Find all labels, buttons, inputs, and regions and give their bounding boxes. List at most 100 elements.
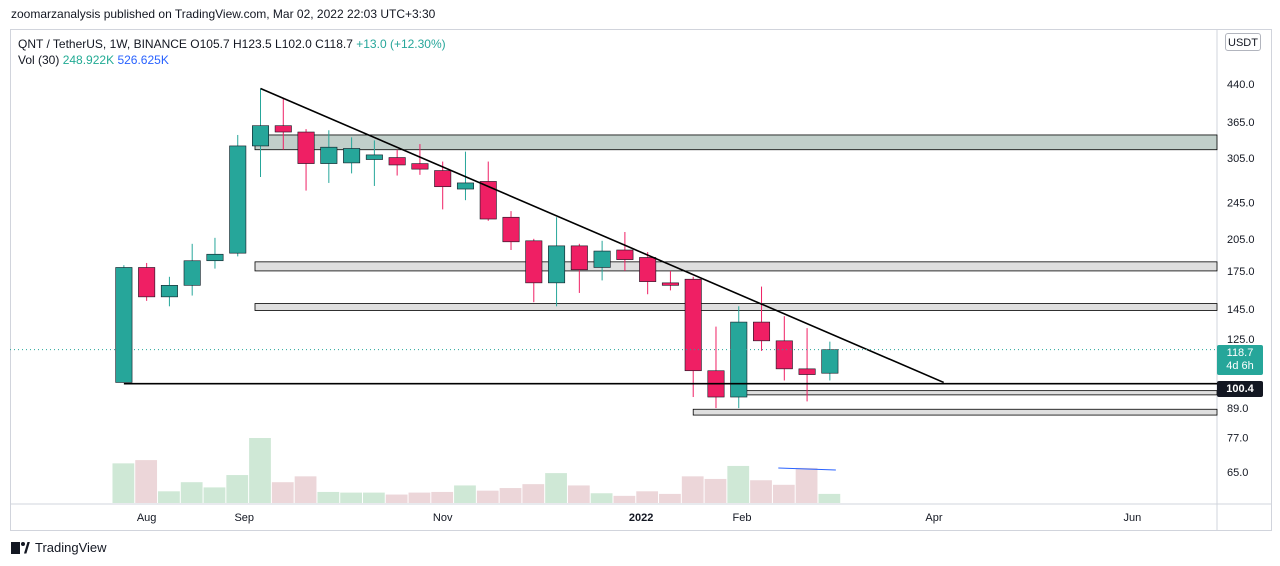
candle xyxy=(115,265,133,383)
candle xyxy=(274,98,292,150)
support-resistance-zones[interactable] xyxy=(254,134,1218,416)
candle-body xyxy=(821,349,839,374)
volume-bar xyxy=(135,460,158,503)
candle xyxy=(183,243,201,296)
chart-legend: QNT / TetherUS, 1W, BINANCE O105.7 H123.… xyxy=(18,36,446,68)
candle-body xyxy=(411,163,429,170)
price-tick-label: 175.0 xyxy=(1227,266,1255,278)
volume-bar xyxy=(317,491,340,503)
candle xyxy=(525,238,543,303)
current-price-tag: 118.7 4d 6h xyxy=(1217,345,1263,375)
candle-body xyxy=(456,182,474,190)
zone-87 xyxy=(692,408,1218,416)
candle xyxy=(343,137,361,174)
published-note: zoomarzanalysis published on TradingView… xyxy=(11,7,436,21)
volume-bar xyxy=(476,490,499,503)
candle-body xyxy=(206,253,224,262)
volume-bar xyxy=(795,467,818,503)
candle xyxy=(365,140,383,186)
legend-low: L102.0 xyxy=(275,37,312,51)
candlesticks xyxy=(115,88,839,409)
candle-body xyxy=(183,260,201,286)
volume-bar xyxy=(226,475,249,503)
candle xyxy=(502,211,520,251)
time-tick-label: Feb xyxy=(733,512,752,524)
volume-bar xyxy=(408,492,431,503)
candle xyxy=(798,328,816,402)
volume-bar xyxy=(567,485,590,503)
time-axis[interactable]: Aug Sep Nov 2022 Feb Apr Jun xyxy=(137,512,1141,524)
candle xyxy=(160,276,178,307)
candle xyxy=(206,237,224,269)
volume-bar xyxy=(431,491,454,503)
legend-vol-value1: 248.922K xyxy=(62,53,115,67)
time-tick-label: Jun xyxy=(1124,512,1142,524)
price-axis[interactable]: 440.0 365.0 305.0 245.0 205.0 175.0 145.0 125.0… xyxy=(1227,79,1255,479)
volume-bar xyxy=(659,493,681,503)
candle-body xyxy=(639,257,657,282)
volume-bar xyxy=(681,476,704,503)
legend-open: O105.7 xyxy=(190,37,230,51)
price-tick-label: 65.0 xyxy=(1227,467,1248,479)
candle-body xyxy=(616,249,634,260)
currency-unit-badge[interactable]: USDT xyxy=(1225,33,1261,51)
candle xyxy=(775,316,793,381)
candle-body xyxy=(753,321,771,342)
time-tick-label: Aug xyxy=(137,512,157,524)
volume-bar xyxy=(362,492,385,503)
candle-body xyxy=(525,240,543,284)
legend-symbol: QNT / TetherUS, 1W, BINANCE xyxy=(18,37,187,51)
legend-close: C118.7 xyxy=(315,37,353,51)
zone-145 xyxy=(254,303,1218,311)
candle xyxy=(548,217,566,307)
volume-bar xyxy=(727,465,750,503)
tradingview-logo-icon xyxy=(11,541,31,554)
current-price-value: 118.7 xyxy=(1226,347,1254,359)
volume-bar xyxy=(249,438,271,503)
trend-drawings[interactable] xyxy=(10,87,1217,471)
candle-body xyxy=(297,131,315,164)
volume-bar xyxy=(704,478,727,503)
candle-body xyxy=(798,368,816,375)
time-tick-label: Apr xyxy=(925,512,942,524)
legend-ohlc-row: QNT / TetherUS, 1W, BINANCE O105.7 H123.… xyxy=(18,36,446,52)
volume-bars xyxy=(112,438,841,503)
candle-body xyxy=(434,170,452,188)
volume-bar xyxy=(112,463,135,503)
candle xyxy=(821,341,839,381)
candle-body xyxy=(274,125,292,133)
price-tick-label: 205.0 xyxy=(1227,234,1255,246)
legend-volume-row: Vol (30) 248.922K 526.625K xyxy=(18,52,446,68)
candle xyxy=(684,276,702,398)
candle xyxy=(411,144,429,175)
candle-body xyxy=(684,278,702,372)
candle xyxy=(138,262,156,301)
volume-bar xyxy=(340,492,362,503)
candle-body xyxy=(661,282,679,286)
legend-change: +13.0 (+12.30%) xyxy=(356,37,446,51)
volume-bar xyxy=(203,487,226,503)
candle xyxy=(639,252,657,295)
candle xyxy=(593,240,611,281)
candle-body xyxy=(320,146,338,164)
chart-frame[interactable] xyxy=(10,29,1272,531)
price-tick-label: 89.0 xyxy=(1227,403,1248,415)
candle-body xyxy=(343,148,361,164)
volume-bar xyxy=(613,495,636,503)
price-tick-label: 77.0 xyxy=(1227,433,1248,445)
candle xyxy=(661,270,679,291)
price-tick-label: 440.0 xyxy=(1227,79,1255,91)
volume-bar xyxy=(772,484,795,503)
candle xyxy=(707,326,725,409)
candle-body xyxy=(252,125,270,147)
candle-body xyxy=(229,145,247,254)
horizontal-level-tag: 100.4 xyxy=(1217,381,1263,397)
candle-body xyxy=(548,245,566,284)
candle xyxy=(320,130,338,183)
volume-bar xyxy=(545,473,567,503)
price-tick-label: 125.0 xyxy=(1227,334,1255,346)
tradingview-branding[interactable]: TradingView xyxy=(11,540,107,555)
volume-bar xyxy=(454,485,476,503)
candle-body xyxy=(138,267,156,298)
